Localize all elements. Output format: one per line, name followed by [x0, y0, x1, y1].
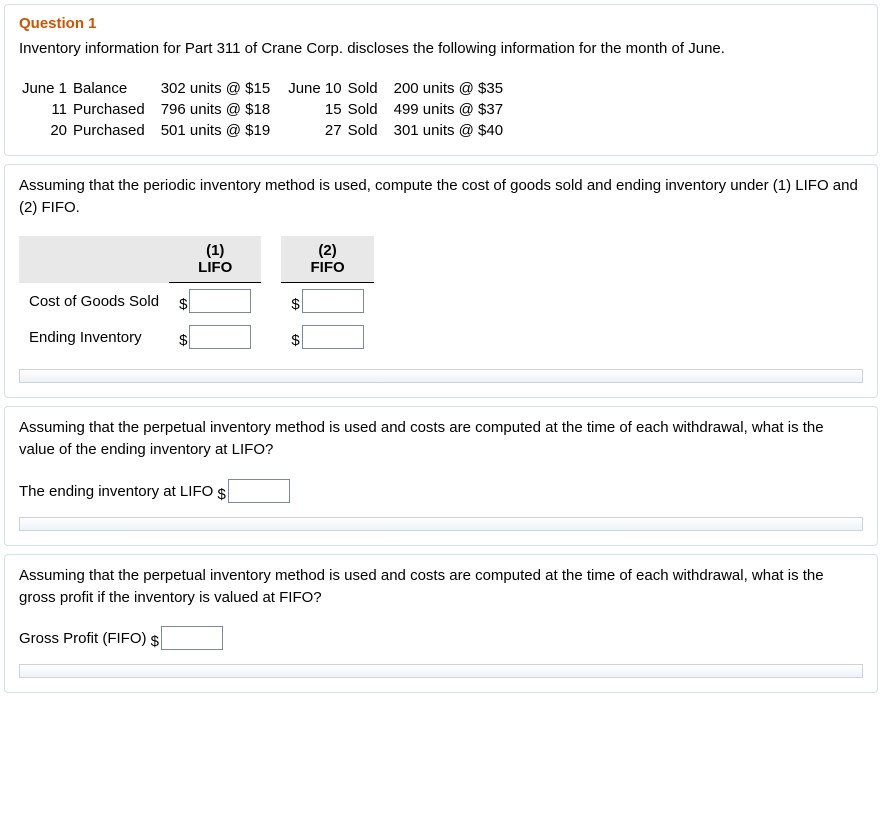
- dollar-sign: $: [179, 296, 189, 313]
- cogs-label: Cost of Goods Sold: [19, 283, 169, 320]
- spacer: [261, 236, 281, 283]
- endinv-fifo-input[interactable]: [302, 325, 364, 349]
- cogs-fifo-cell: $: [281, 283, 373, 320]
- endinv-fifo-cell: $: [281, 319, 373, 355]
- inv-left-date: 20: [19, 120, 73, 141]
- separator-bar: [19, 369, 863, 383]
- dollar-sign: $: [151, 633, 161, 650]
- col2-bot: FIFO: [291, 259, 363, 276]
- part-a-panel: Assuming that the periodic inventory met…: [4, 164, 878, 399]
- table-row: June 1 Balance 302 units @ $15 June 10 S…: [19, 78, 521, 99]
- part-c-input-row: Gross Profit (FIFO) $: [19, 626, 863, 650]
- inv-left-detail: 796 units @ $18: [161, 99, 288, 120]
- col-header-lifo: (1) LIFO: [169, 236, 261, 283]
- inventory-table: June 1 Balance 302 units @ $15 June 10 S…: [19, 78, 521, 141]
- cogs-lifo-input[interactable]: [189, 289, 251, 313]
- empty-header: [19, 236, 169, 283]
- gross-profit-fifo-input[interactable]: [161, 626, 223, 650]
- table-row: Ending Inventory $ $: [19, 319, 374, 355]
- cogs-fifo-input[interactable]: [302, 289, 364, 313]
- endinv-label: Ending Inventory: [19, 319, 169, 355]
- part-c-label: Gross Profit (FIFO): [19, 630, 147, 647]
- separator-bar: [19, 517, 863, 531]
- inv-left-detail: 302 units @ $15: [161, 78, 288, 99]
- part-b-instructions: Assuming that the perpetual inventory me…: [19, 417, 863, 461]
- inv-left-date: June 1: [19, 78, 73, 99]
- inv-right-action: Sold: [348, 120, 394, 141]
- inv-right-date: 15: [288, 99, 347, 120]
- col1-top: (1): [179, 242, 251, 259]
- part-b-panel: Assuming that the perpetual inventory me…: [4, 406, 878, 546]
- dollar-sign: $: [291, 296, 301, 313]
- inv-right-date: June 10: [288, 78, 347, 99]
- question-title: Question 1: [19, 15, 863, 32]
- inv-right-action: Sold: [348, 99, 394, 120]
- table-row: 11 Purchased 796 units @ $18 15 Sold 499…: [19, 99, 521, 120]
- table-row: Cost of Goods Sold $ $: [19, 283, 374, 320]
- dollar-sign: $: [179, 332, 189, 349]
- inv-left-date: 11: [19, 99, 73, 120]
- col-header-fifo: (2) FIFO: [281, 236, 373, 283]
- ending-inventory-lifo-input[interactable]: [228, 479, 290, 503]
- inv-right-detail: 499 units @ $37: [394, 99, 521, 120]
- inv-right-action: Sold: [348, 78, 394, 99]
- inv-right-detail: 301 units @ $40: [394, 120, 521, 141]
- inv-left-detail: 501 units @ $19: [161, 120, 288, 141]
- dollar-sign: $: [217, 486, 227, 503]
- inv-right-date: 27: [288, 120, 347, 141]
- inv-left-action: Balance: [73, 78, 161, 99]
- inv-right-detail: 200 units @ $35: [394, 78, 521, 99]
- question-panel: Question 1 Inventory information for Par…: [4, 4, 878, 156]
- inv-left-action: Purchased: [73, 99, 161, 120]
- question-intro: Inventory information for Part 311 of Cr…: [19, 38, 863, 60]
- lifo-fifo-table: (1) LIFO (2) FIFO Cost of Goods Sold $ $: [19, 236, 374, 355]
- endinv-lifo-input[interactable]: [189, 325, 251, 349]
- inv-left-action: Purchased: [73, 120, 161, 141]
- part-a-instructions: Assuming that the periodic inventory met…: [19, 175, 863, 219]
- dollar-sign: $: [291, 332, 301, 349]
- part-b-input-row: The ending inventory at LIFO $: [19, 479, 863, 503]
- part-c-panel: Assuming that the perpetual inventory me…: [4, 554, 878, 694]
- cogs-lifo-cell: $: [169, 283, 261, 320]
- separator-bar: [19, 664, 863, 678]
- part-c-instructions: Assuming that the perpetual inventory me…: [19, 565, 863, 609]
- col2-top: (2): [291, 242, 363, 259]
- part-b-label: The ending inventory at LIFO: [19, 483, 213, 500]
- table-row: 20 Purchased 501 units @ $19 27 Sold 301…: [19, 120, 521, 141]
- endinv-lifo-cell: $: [169, 319, 261, 355]
- col1-bot: LIFO: [179, 259, 251, 276]
